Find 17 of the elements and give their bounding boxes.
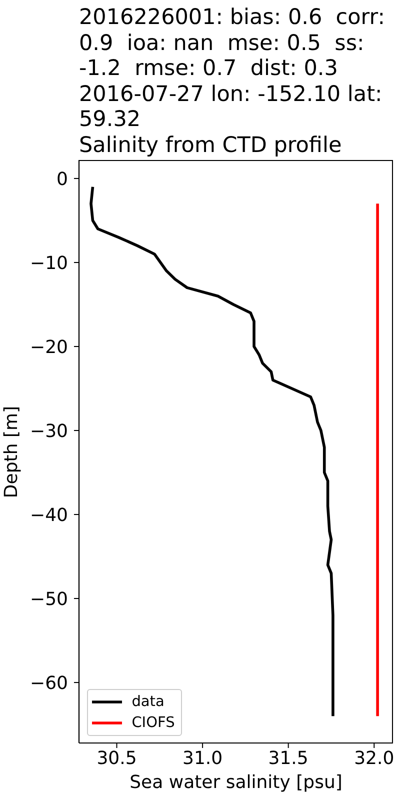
y-tick-label: −60 xyxy=(30,672,68,694)
y-tick-label: −40 xyxy=(30,504,68,526)
y-axis-title: Depth [m] xyxy=(1,404,23,500)
x-tick-label: 30.5 xyxy=(96,748,137,769)
line-series xyxy=(90,185,334,718)
x-tick-label: 31.5 xyxy=(268,748,308,769)
chart-title: 2016226001: bias: 0.6 corr: 0.9 ioa: nan mse: 0.5 ss: -1.2 rmse: 0.7 dist: 0.3 2016-07-27 lon: -152.10 lat: 59.32 Salinity from CTD profile xyxy=(79,5,386,159)
legend-label: CIOFS xyxy=(132,714,175,731)
x-tick-label: 32.0 xyxy=(354,748,394,769)
x-axis-title: Sea water salinity [psu] xyxy=(128,772,344,794)
y-tick-label: 0 xyxy=(56,168,68,190)
y-tick-label: −20 xyxy=(30,336,68,358)
x-tick-label: 31.0 xyxy=(182,748,223,769)
y-tick-label: −10 xyxy=(30,252,68,274)
legend-label: data xyxy=(132,694,164,710)
y-tick-label: −50 xyxy=(30,588,68,610)
y-tick-label: −30 xyxy=(30,420,68,442)
